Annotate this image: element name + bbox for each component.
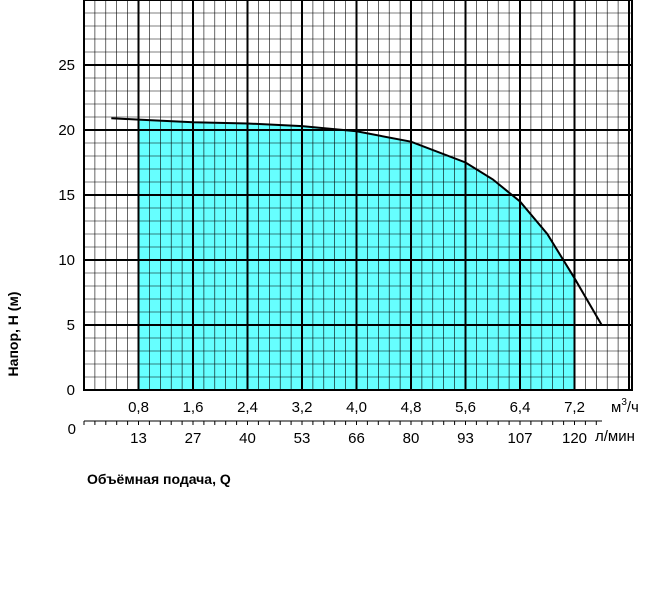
performance-curve	[111, 117, 603, 326]
y-axis-ticks: 0 5 10 15 20 25	[58, 57, 75, 399]
x-tick-label-primary: 3,2	[292, 399, 313, 416]
y-tick-label: 15	[58, 187, 75, 204]
x-tick-label-secondary: 107	[507, 430, 532, 447]
x-tick-label-primary: 4,8	[401, 399, 422, 416]
major-grid	[83, 0, 633, 391]
x-tick-label-secondary: 120	[562, 430, 587, 447]
y-tick-label: 5	[67, 317, 75, 334]
x-tick-label-secondary: 27	[185, 430, 202, 447]
x-tick-label-secondary: 93	[457, 430, 474, 447]
y-tick-label: 25	[58, 57, 75, 74]
x-axis-ticks: 0,8 13 1,6 27 2,4 40 3,2 53 4,0 66 4,8 80 5,6 93 6,4 10…	[83, 399, 602, 447]
x-tick-label-secondary: 13	[130, 430, 147, 447]
x-tick-label-primary: 1,6	[183, 399, 204, 416]
x-tick-label-primary: 6,4	[510, 399, 531, 416]
x-tick-label-primary: 7,2	[564, 399, 585, 416]
x-tick-label-secondary: 53	[294, 430, 311, 447]
x-tick-label-secondary: 80	[403, 430, 420, 447]
x-secondary-unit-label: л/мин	[595, 428, 635, 445]
x-tick-label-primary: 4,0	[346, 399, 367, 416]
x-tick-label-secondary: 66	[348, 430, 365, 447]
x-axis-title: Объёмная подача, Q	[87, 471, 231, 487]
x-tick-label-primary: 2,4	[237, 399, 258, 416]
plot-border	[83, 0, 633, 391]
y-axis-title: Напор, Н (м)	[5, 292, 21, 377]
y-tick-label: 10	[58, 252, 75, 269]
x-tick-label-secondary: 40	[239, 430, 256, 447]
x-tick-label-primary: 5,6	[455, 399, 476, 416]
y-tick-label: 20	[58, 122, 75, 139]
x-secondary-origin-label: 0	[68, 421, 76, 438]
y-tick-label: 0	[67, 382, 75, 399]
x-tick-label-primary: 0,8	[128, 399, 149, 416]
performance-curve-layer	[111, 117, 603, 326]
x-primary-unit-label: м3/ч	[611, 397, 639, 416]
